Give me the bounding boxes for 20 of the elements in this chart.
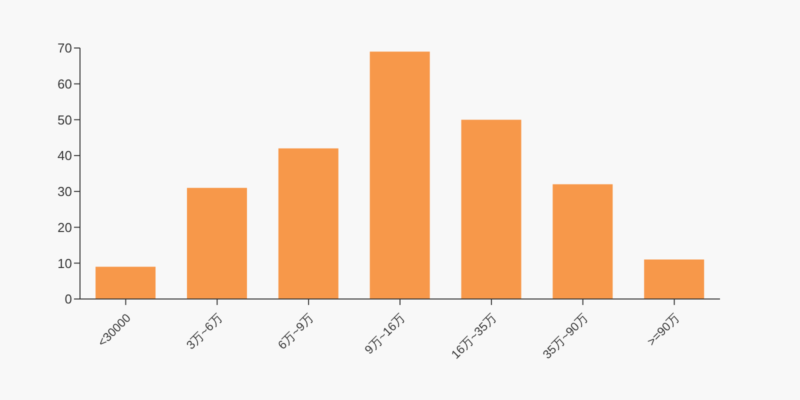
x-tick-label: 6万~9万 — [275, 310, 316, 352]
x-tick-label: 16万~35万 — [448, 310, 500, 362]
y-tick-label: 70 — [58, 40, 72, 56]
y-tick-label: 50 — [58, 112, 72, 128]
bar — [370, 52, 430, 299]
y-tick-label: 0 — [64, 292, 72, 307]
bar — [278, 148, 338, 299]
y-tick-label: 60 — [58, 76, 72, 92]
y-tick-label: 40 — [58, 148, 72, 164]
bar — [552, 184, 613, 299]
x-tick-label: 9万~16万 — [362, 310, 408, 357]
x-tick-label: 35万~90万 — [540, 310, 591, 362]
y-tick-label: 10 — [58, 256, 72, 271]
bar — [96, 266, 156, 299]
y-tick-label: 20 — [58, 220, 72, 235]
y-tick-label: 30 — [58, 184, 72, 200]
bar — [186, 188, 247, 299]
bar — [644, 260, 704, 299]
bar — [461, 120, 522, 299]
x-tick-label: 3万~6万 — [184, 310, 225, 352]
